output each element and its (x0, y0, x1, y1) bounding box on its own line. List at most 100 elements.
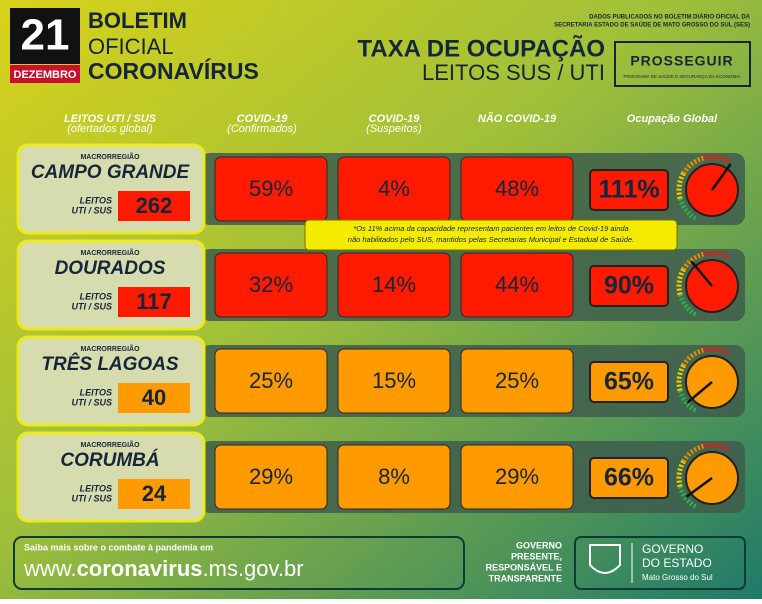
footer-url: www.coronavirus.ms.gov.br (23, 556, 304, 581)
beds: 117 (136, 289, 172, 314)
title-line: OFICIAL (88, 34, 174, 59)
cell (214, 348, 328, 414)
main-title: TAXA DE OCUPAÇÃO (357, 34, 605, 62)
beds-label: LEITOS (80, 291, 112, 301)
cell (337, 348, 451, 414)
gauge-arc (681, 155, 705, 175)
global-box (589, 361, 669, 403)
region-label: MACRORREGIÃO (80, 440, 140, 449)
gauge-arc (681, 347, 705, 367)
global-value: 111% (598, 176, 659, 204)
column-header: LEITOS UTI / SUS (64, 113, 157, 125)
beds: 24 (142, 481, 167, 506)
column-header: NÃO COVID-19 (478, 112, 557, 125)
slogan: GOVERNO (516, 540, 562, 550)
column-header: COVID-19 (369, 113, 421, 125)
gauge-arc (676, 172, 686, 200)
cell-value: 29% (249, 464, 293, 489)
note-box (304, 219, 678, 251)
footer-info: Saiba mais sobre o combate à pandemia em (24, 542, 213, 552)
gauge-arc (681, 443, 705, 463)
cell (460, 252, 574, 318)
gauge-arc (677, 485, 697, 509)
global-box (589, 265, 669, 307)
beds-box (118, 479, 190, 509)
gauge-arc (702, 442, 730, 452)
column-header: (ofertados global) (67, 123, 153, 135)
beds-label: UTI / SUS (71, 301, 112, 311)
column-header: Ocupação Global (627, 113, 718, 125)
gauge-arc (681, 251, 705, 271)
gauge-needle (685, 476, 713, 498)
region-label: MACRORREGIÃO (80, 344, 140, 353)
title-line: BOLETIM (88, 8, 187, 33)
gauge-arc (702, 154, 730, 164)
global-value: 90% (604, 272, 654, 300)
gauge-needle (690, 260, 713, 287)
slogan: TRANSPARENTE (489, 573, 562, 583)
global-value: 65% (604, 368, 654, 396)
region-name: CAMPO GRANDE (31, 162, 191, 183)
beds: 40 (142, 385, 166, 410)
gauge-arc (676, 268, 686, 296)
beds-label: LEITOS (80, 195, 112, 205)
cell-value: 4% (378, 176, 410, 201)
day: 21 (21, 11, 70, 60)
global-box (589, 169, 669, 211)
gauge-needle (686, 381, 713, 404)
gauge-arc (702, 346, 730, 356)
cell (214, 252, 328, 318)
cell-value: 48% (495, 176, 539, 201)
global-box (589, 457, 669, 499)
note: *Os 11% acima da capacidade representam … (353, 224, 628, 233)
cell (337, 444, 451, 510)
title-line: CORONAVÍRUS (88, 57, 259, 84)
column-headers: LEITOS UTI / SUS(ofertados global) COVID-… (64, 112, 718, 135)
gauge-arc (676, 364, 686, 392)
beds-box (118, 287, 190, 317)
cell (460, 444, 574, 510)
month-box (10, 65, 80, 83)
cell-value: 32% (249, 272, 293, 297)
gauge-arc (677, 389, 697, 413)
cell-value: 29% (495, 464, 539, 489)
gauge-needle (710, 163, 732, 191)
region-label: MACRORREGIÃO (80, 248, 140, 257)
cell-value: 25% (495, 368, 539, 393)
cell-value: 25% (249, 368, 293, 393)
beds-label: UTI / SUS (71, 493, 112, 503)
gov: DO ESTADO (642, 556, 712, 570)
beds-label: UTI / SUS (71, 205, 112, 215)
month: DEZEMBRO (14, 69, 77, 81)
column-header: (Confirmados) (227, 123, 297, 135)
source: DADOS PUBLICADOS NO BOLETIM DIÁRIO OFICI… (589, 14, 751, 21)
beds-box (118, 191, 190, 221)
region-name: TRÊS LAGOAS (41, 353, 179, 375)
note: não habilitados pelo SUS, mantidos pelas… (348, 235, 634, 244)
cell-value: 14% (372, 272, 416, 297)
main-subtitle: LEITOS SUS / UTI (422, 60, 605, 85)
beds-label: UTI / SUS (71, 397, 112, 407)
gauge-arc (677, 293, 697, 317)
column-header: (Suspeitos) (366, 123, 422, 135)
url-part: coronavirus (77, 556, 203, 581)
gauge-arc (676, 460, 686, 488)
source: SECRETARIA ESTADO DE SAÚDE DE MATO GROSS… (554, 22, 750, 29)
cell-value: 59% (249, 176, 293, 201)
gauge-arc (702, 250, 730, 260)
cell (337, 252, 451, 318)
state: Mato Grosso do Sul (642, 573, 713, 582)
beds-box (118, 383, 190, 413)
slogan: RESPONSÁVEL E (486, 562, 562, 572)
url-part: .ms.gov.br (203, 556, 304, 581)
cell (214, 444, 328, 510)
logo-sub: PROGRAMA DE SAÚDE E SEGURANÇA DA ECONOMI… (623, 73, 740, 79)
region-label: MACRORREGIÃO (80, 152, 140, 161)
region-name: DOURADOS (55, 258, 166, 279)
beds-label: LEITOS (80, 483, 112, 493)
cell-value: 44% (495, 272, 539, 297)
day-box (10, 8, 80, 64)
global-value: 66% (604, 464, 654, 492)
